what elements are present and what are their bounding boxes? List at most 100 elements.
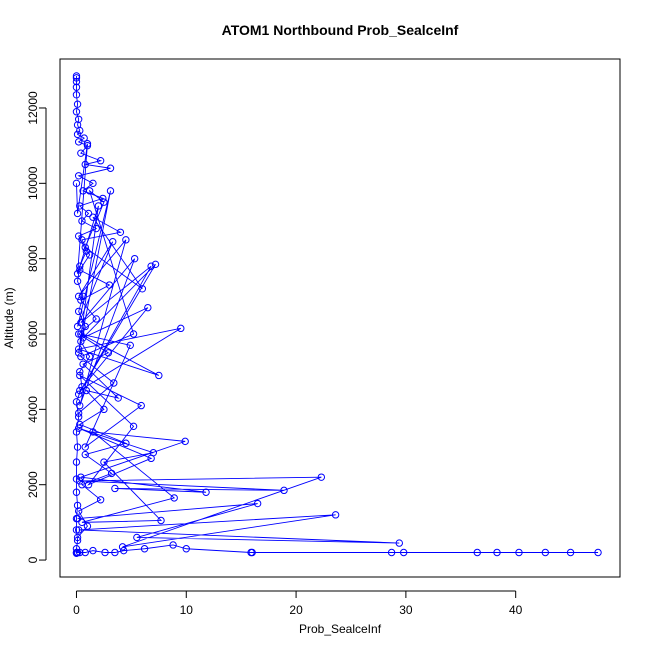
data-series-4 [73, 187, 147, 542]
data-point [76, 401, 84, 410]
data-point [73, 209, 82, 218]
data-point [130, 254, 139, 263]
data-point [72, 77, 81, 86]
data-point [73, 100, 82, 108]
data-point [81, 443, 89, 451]
data-point [72, 72, 81, 80]
data-point [157, 516, 165, 525]
data-point [119, 546, 128, 555]
data-point [129, 330, 138, 338]
data-point [111, 548, 119, 557]
data-point [110, 379, 118, 387]
data-point [84, 209, 93, 218]
data-point [76, 548, 84, 557]
data-point [122, 439, 130, 447]
data-point [317, 473, 326, 481]
data-point [515, 548, 523, 557]
data-point [137, 401, 145, 410]
y-tick-label: 4000 [26, 396, 40, 423]
data-point [566, 548, 575, 557]
data-point [77, 296, 85, 304]
data-point [74, 345, 83, 353]
data-point [89, 428, 97, 436]
x-axis: 0 10 20 30 40 [73, 590, 523, 617]
data-point [147, 262, 155, 270]
data-point [92, 315, 100, 323]
data-point [72, 458, 81, 466]
data-point [72, 488, 81, 496]
data-point [387, 548, 396, 557]
data-point [144, 303, 152, 312]
data-point [96, 496, 105, 504]
y-tick-label: 2000 [26, 471, 40, 498]
series-line [76, 143, 400, 548]
series-line [76, 75, 111, 554]
y-tick-label: 12000 [26, 91, 40, 125]
data-point [83, 522, 92, 530]
data-point [73, 121, 82, 129]
data-point [74, 424, 83, 432]
data-point [170, 494, 178, 502]
data-point [77, 473, 85, 481]
data-point [106, 164, 115, 172]
data-point [72, 108, 81, 116]
data-point [395, 539, 403, 547]
data-point [76, 420, 84, 429]
data-point [73, 533, 82, 542]
data-point [82, 386, 91, 395]
data-point [133, 533, 141, 542]
data-point [76, 477, 84, 485]
data-point [74, 526, 83, 534]
data-point [73, 277, 82, 285]
data-point [85, 187, 94, 195]
plot-area-frame [59, 58, 621, 578]
data-point [106, 187, 115, 195]
data-point [81, 548, 89, 557]
x-tick-label: 20 [289, 603, 303, 617]
data-point [151, 260, 160, 269]
y-axis: 0 2000 4000 6000 8000 10000 12000 [26, 91, 47, 563]
data-point [77, 330, 85, 338]
y-tick-label: 10000 [26, 166, 40, 200]
data-point [89, 179, 97, 188]
data-point [72, 74, 81, 82]
x-tick-label: 40 [509, 603, 523, 617]
series-line [76, 544, 599, 553]
data-point [74, 172, 83, 180]
data-point [96, 157, 105, 165]
data-point [94, 202, 103, 210]
data-point [129, 422, 138, 431]
data-point [72, 179, 81, 188]
data-point [77, 149, 85, 157]
data-point [73, 270, 82, 278]
y-tick-label: 6000 [26, 320, 40, 347]
data-point [79, 334, 87, 342]
data-point [493, 548, 501, 557]
data-point [73, 322, 82, 331]
data-point [80, 134, 88, 142]
data-point [114, 394, 122, 402]
data-point [138, 285, 147, 293]
data-point [118, 543, 127, 551]
data-point [72, 91, 81, 99]
data-series-layer [72, 72, 602, 557]
data-point [76, 367, 84, 376]
data-point [202, 488, 210, 496]
x-tick-label: 10 [180, 603, 194, 617]
data-point [100, 198, 108, 206]
data-point [78, 481, 86, 489]
data-point [105, 281, 114, 289]
data-point [72, 428, 81, 436]
data-point [100, 458, 108, 466]
data-point [74, 390, 83, 398]
data-point [74, 115, 83, 123]
data-point [74, 507, 83, 515]
y-tick-label: 8000 [26, 245, 40, 272]
data-point [74, 413, 83, 421]
data-point [74, 349, 83, 357]
data-point [101, 548, 109, 557]
data-point [100, 405, 108, 414]
data-point [111, 484, 119, 493]
data-point [107, 469, 116, 478]
